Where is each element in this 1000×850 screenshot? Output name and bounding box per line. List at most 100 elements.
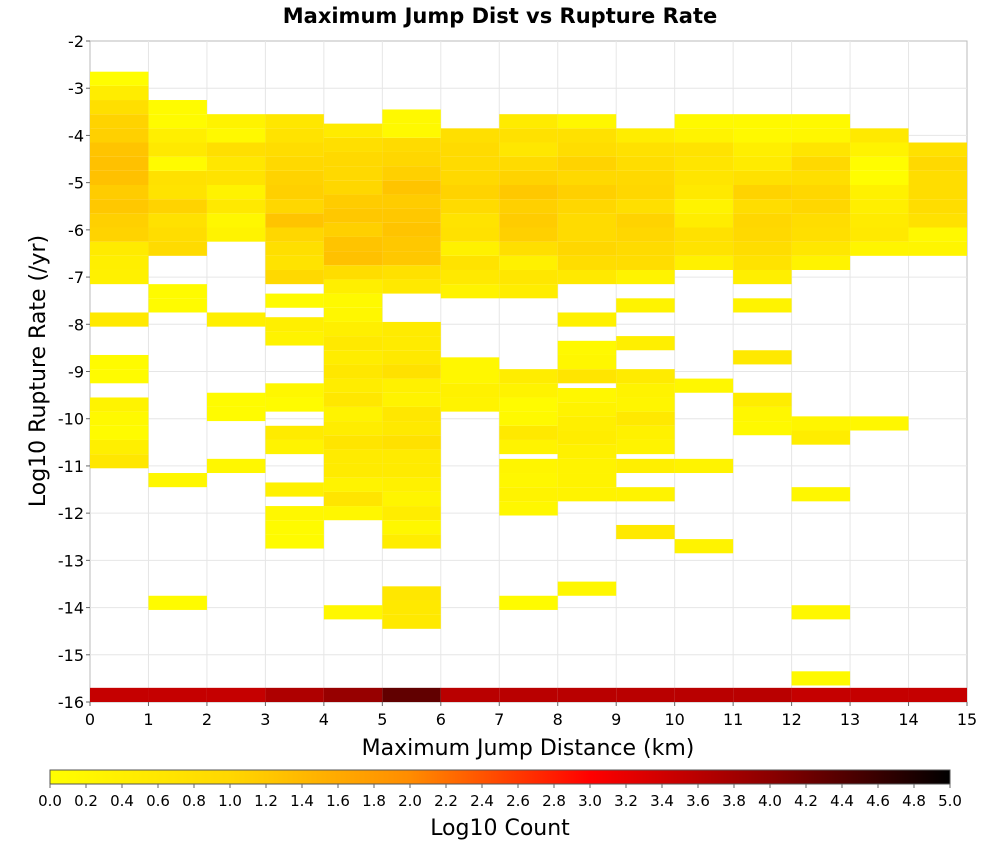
heatmap-cell: [382, 236, 441, 252]
heatmap-cell: [557, 687, 617, 702]
heatmap-cell: [90, 185, 149, 200]
colorbar-tick-label: 4.2: [794, 792, 818, 810]
heatmap-cell: [499, 397, 558, 412]
heatmap-cell: [674, 539, 734, 554]
heatmap-cell: [382, 336, 441, 351]
heatmap-cell: [616, 369, 675, 384]
x-tick-label: 5: [377, 710, 387, 729]
y-tick-label: -3: [68, 79, 84, 98]
heatmap-cell: [440, 213, 500, 228]
heatmap-cell: [908, 241, 967, 256]
heatmap-cell: [850, 213, 909, 228]
y-tick-label: -8: [68, 315, 84, 334]
heatmap-cell: [616, 458, 675, 474]
heatmap-cell: [382, 491, 441, 507]
colorbar-tick-label: 2.0: [398, 792, 422, 810]
heatmap-cell: [382, 321, 441, 337]
heatmap-cell: [850, 227, 909, 242]
heatmap-cell: [206, 227, 266, 242]
colorbar-tick-label: 3.4: [650, 792, 674, 810]
heatmap-cell: [908, 227, 967, 242]
x-tick-label: 6: [436, 710, 446, 729]
heatmap-cell: [499, 170, 558, 186]
heatmap-cell: [616, 241, 675, 256]
heatmap-cell: [265, 506, 324, 521]
heatmap-cell: [499, 199, 558, 214]
heatmap-cell: [499, 114, 558, 129]
heatmap-cell: [674, 199, 734, 214]
heatmap-cell: [499, 213, 558, 228]
heatmap-cell: [850, 199, 909, 214]
heatmap-cell: [382, 506, 441, 521]
heatmap-cell: [90, 269, 149, 285]
heatmap-cell: [382, 137, 441, 152]
heatmap-cell: [90, 213, 149, 228]
heatmap-cell: [616, 383, 675, 398]
heatmap-cell: [323, 491, 383, 507]
colorbar-tick-label: 2.4: [470, 792, 494, 810]
colorbar-tick-label: 1.0: [218, 792, 242, 810]
heatmap-cell: [850, 128, 909, 143]
heatmap-cell: [616, 269, 675, 285]
heatmap-cell: [616, 298, 675, 313]
heatmap-cell: [206, 156, 266, 171]
heatmap-cell: [90, 227, 149, 242]
heatmap-cell: [499, 425, 558, 440]
heatmap-cell: [206, 213, 266, 228]
heatmap-cell: [148, 595, 207, 610]
heatmap-cell: [557, 388, 617, 403]
heatmap-cell: [616, 170, 675, 186]
x-tick-label: 15: [957, 710, 977, 729]
heatmap-cell: [791, 227, 851, 242]
heatmap-cell: [148, 473, 207, 488]
heatmap-cell: [440, 128, 500, 143]
heatmap-cell: [148, 156, 207, 171]
heatmap-cell: [733, 255, 792, 270]
heatmap-cell: [440, 170, 500, 186]
heatmap-cell: [674, 213, 734, 228]
heatmap-cell: [499, 227, 558, 242]
heatmap-cell: [323, 449, 383, 464]
heatmap-cell: [440, 269, 500, 285]
heatmap-cell: [791, 128, 851, 143]
heatmap-cells: [90, 71, 967, 702]
heatmap-cell: [440, 369, 500, 384]
heatmap-cell: [323, 279, 383, 294]
x-tick-label: 14: [898, 710, 918, 729]
heatmap-cell: [382, 600, 441, 615]
heatmap-cell: [616, 336, 675, 351]
colorbar-tick-label: 2.2: [434, 792, 458, 810]
heatmap-cell: [733, 156, 792, 171]
heatmap-cell: [557, 170, 617, 186]
heatmap-cell: [148, 298, 207, 313]
heatmap-cell: [791, 487, 851, 502]
heatmap-cell: [557, 312, 617, 327]
heatmap-cell: [323, 180, 383, 195]
heatmap-cell: [557, 185, 617, 200]
y-tick-label: -7: [68, 268, 84, 287]
heatmap-cell: [499, 156, 558, 171]
heatmap-cell: [791, 416, 851, 431]
heatmap-cell: [323, 477, 383, 492]
colorbar-tick-label: 2.8: [542, 792, 566, 810]
heatmap-cell: [791, 142, 851, 157]
heatmap-cell: [382, 208, 441, 223]
x-tick-label: 7: [494, 710, 504, 729]
heatmap-cell: [323, 251, 383, 266]
colorbar-tick-label: 3.2: [614, 792, 638, 810]
heatmap-cell: [382, 477, 441, 492]
heatmap-cell: [323, 336, 383, 351]
heatmap-cell: [733, 227, 792, 242]
y-tick-label: -13: [58, 551, 84, 570]
y-tick-label: -16: [58, 693, 84, 712]
heatmap-cell: [148, 227, 207, 242]
heatmap-cell: [908, 213, 967, 228]
heatmap-cell: [440, 255, 500, 270]
heatmap-cell: [908, 185, 967, 200]
heatmap-cell: [90, 354, 149, 370]
heatmap-cell: [674, 142, 734, 157]
heatmap-cell: [499, 411, 558, 426]
heatmap-cell: [323, 321, 383, 337]
heatmap-cell: [265, 482, 324, 497]
heatmap-cell: [90, 397, 149, 412]
